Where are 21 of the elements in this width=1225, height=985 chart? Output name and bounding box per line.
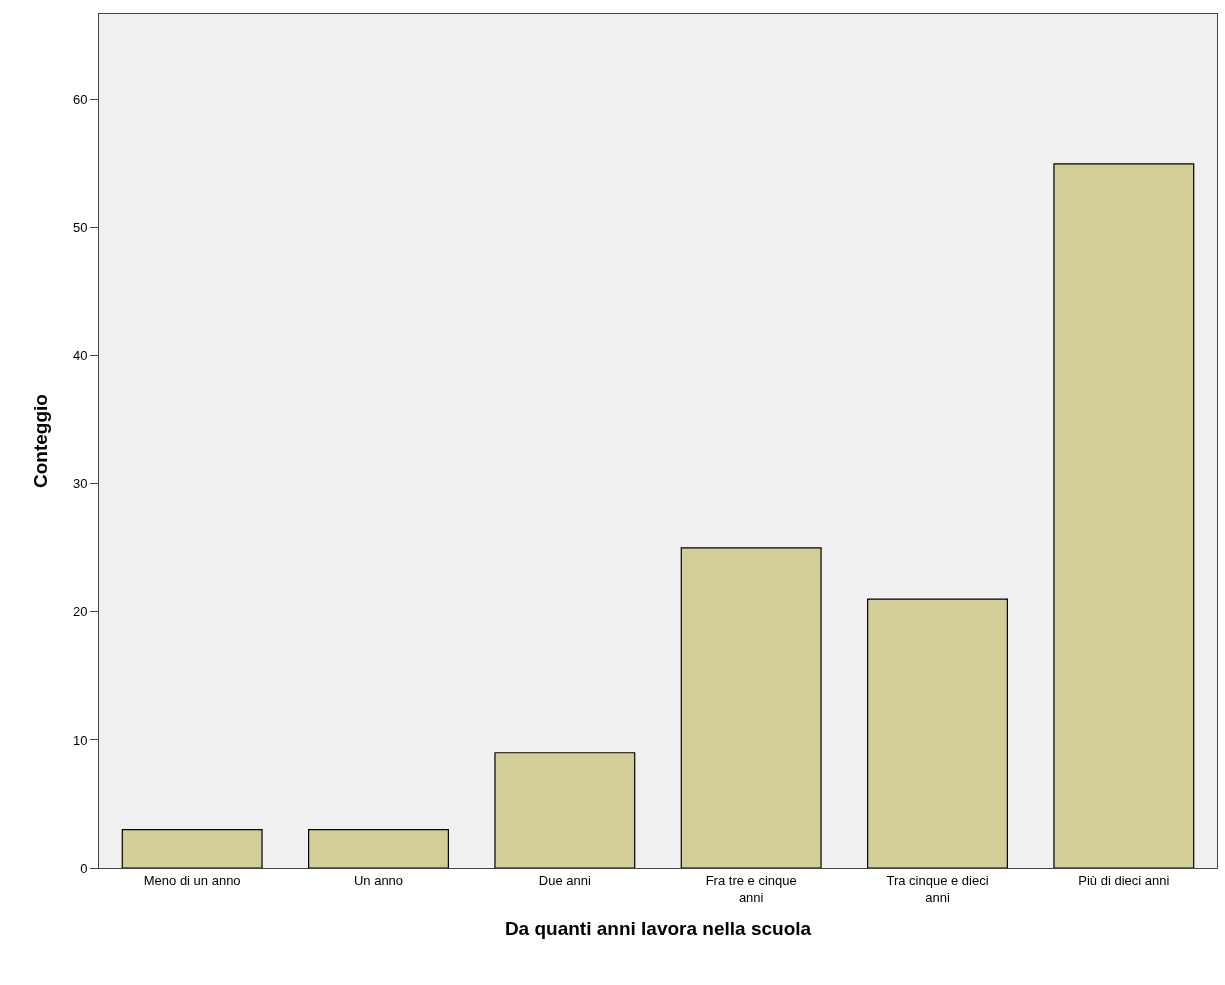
y-tick-label: 0 [80, 860, 88, 876]
y-axis-title: Conteggio [29, 394, 51, 488]
y-tick-label: 50 [72, 220, 88, 236]
x-tick-label: Meno di un anno [143, 872, 241, 888]
y-tick-label: 20 [72, 604, 88, 620]
y-tick-label: 40 [72, 348, 88, 364]
x-tick-label: Più di dieci anni [1078, 872, 1170, 888]
x-tick-label: Fra tre e cinque anni [705, 872, 797, 905]
bar [867, 598, 1008, 868]
bar [121, 828, 263, 868]
bar [494, 752, 636, 868]
bar [308, 828, 449, 868]
y-tick-label: 10 [72, 732, 88, 748]
y-tick-label: 60 [72, 92, 88, 108]
y-tick-label: 30 [72, 476, 88, 492]
x-tick-label: Due anni [538, 872, 591, 888]
x-tick-label: Un anno [353, 872, 404, 888]
bar [680, 547, 822, 868]
x-tick-label: Tra cinque e dieci anni [886, 872, 989, 905]
x-axis-title: Da quanti anni lavora nella scuola [504, 918, 812, 940]
bar [1053, 163, 1195, 868]
